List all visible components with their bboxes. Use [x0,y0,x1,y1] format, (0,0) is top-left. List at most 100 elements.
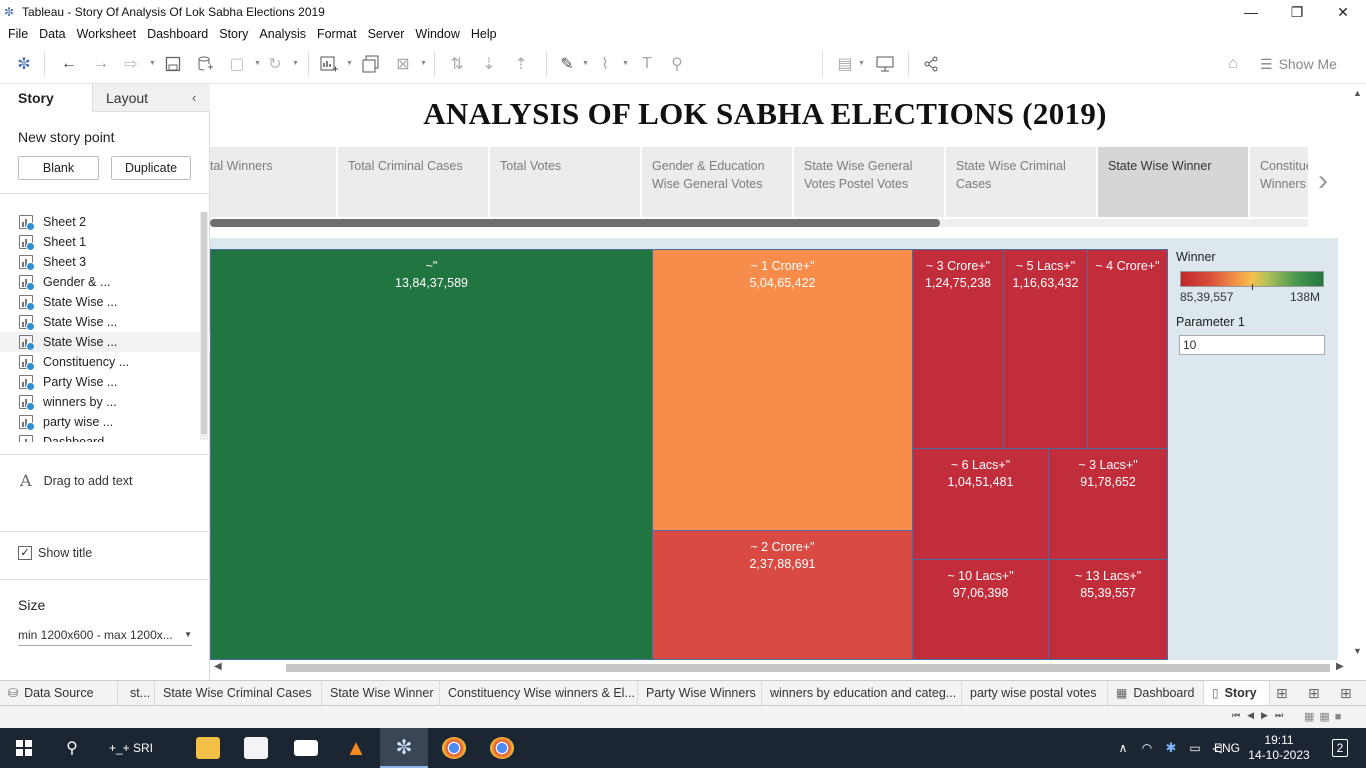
tableau-logo-icon[interactable]: ✼ [17,56,31,73]
mail-icon[interactable] [282,728,330,768]
sheet-list-item[interactable]: party wise ... [0,412,210,432]
size-dropdown[interactable]: min 1200x600 - max 1200x... ▼ [18,628,192,646]
share-icon[interactable] [920,54,942,74]
tableau-taskbar-icon[interactable]: ✼ [380,728,428,768]
main-horizontal-scrollbar[interactable]: ◀ ▶ [210,660,1350,676]
story-point-gender-education[interactable]: Gender & Education Wise General Votes [642,147,792,217]
menu-analysis[interactable]: Analysis [259,27,306,41]
save-icon[interactable] [162,54,184,74]
view-mode-icons[interactable]: ▦▦■ [1304,711,1347,723]
bluetooth-icon[interactable]: ✱ [1165,740,1177,755]
chrome-profile-icon[interactable] [478,728,526,768]
story-point-constituency-winners[interactable]: Constituency Winners [1250,147,1308,217]
story-point-total-winners[interactable]: tal Winners [210,147,336,217]
fix-axes-icon[interactable]: ⚲ [671,56,683,73]
network-icon[interactable]: ◠ [1141,741,1153,755]
story-nav-scrollbar[interactable] [210,219,1308,227]
show-cards-icon[interactable]: ▤ [837,56,853,73]
tab-truncated[interactable]: st... [122,681,155,705]
sheet-list-item[interactable]: State Wise ... [0,312,210,332]
file-explorer-icon[interactable] [184,728,232,768]
tab-constituency-wise-winners[interactable]: Constituency Wise winners & El... [440,681,638,705]
treemap-tile[interactable]: ~ 10 Lacs+" 97,06,398 [912,559,1049,660]
tab-state-wise-criminal-cases[interactable]: State Wise Criminal Cases [155,681,322,705]
drag-to-add-text[interactable]: A Drag to add text [20,471,133,490]
group-members-icon[interactable]: ⌇ [601,56,609,73]
story-point-total-criminal-cases[interactable]: Total Criminal Cases [338,147,488,217]
treemap-tile[interactable]: ~" 13,84,37,589 [210,249,653,660]
sheet-list-item[interactable]: State Wise ... [0,332,210,352]
main-vertical-scrollbar[interactable]: ▲ ▼ [1350,84,1366,660]
tab-story[interactable]: ▯ Story [1204,681,1270,705]
minimize-button[interactable]: — [1244,4,1258,20]
duplicate-button[interactable]: Duplicate [111,156,191,180]
sheet-list-item[interactable]: Gender & ... [0,272,210,292]
tab-data-source[interactable]: ⛁ Data Source [0,681,118,705]
tab-winners-by-education[interactable]: winners by education and categ... [762,681,962,705]
menu-window[interactable]: Window [415,27,460,41]
treemap-tile[interactable]: ~ 5 Lacs+" 1,16,63,432 [1003,249,1088,449]
notifications-icon[interactable]: 2 [1320,728,1360,768]
menu-worksheet[interactable]: Worksheet [76,27,137,41]
tab-layout[interactable]: Layout [92,84,210,112]
format-painter-icon[interactable]: ⌂ [1228,55,1238,72]
menu-help[interactable]: Help [470,27,497,41]
tab-story[interactable]: Story [0,84,92,112]
refresh-icon[interactable]: ↻ [268,56,282,73]
treemap-tile[interactable]: ~ 2 Crore+" 2,37,88,691 [652,530,913,660]
vlc-icon[interactable]: ▲ [345,735,367,760]
sort-descending-icon[interactable]: ⇡ [514,56,528,73]
highlight-icon[interactable]: ✎ [560,56,574,73]
treemap-tile[interactable]: ~ 3 Lacs+" 91,78,652 [1048,448,1168,560]
labels-icon[interactable]: T [642,55,652,72]
scroll-left-icon[interactable]: ◀ [214,661,222,672]
menu-server[interactable]: Server [367,27,405,41]
collapse-panel-icon[interactable]: ‹ [192,90,197,105]
sheet-list-item[interactable]: Dashboard [0,432,210,442]
new-worksheet-icon[interactable] [318,54,340,74]
pause-updates-icon[interactable]: ▢ [229,56,245,73]
story-point-total-votes[interactable]: Total Votes [490,147,640,217]
next-story-point-icon[interactable]: › [1318,164,1328,197]
language-indicator[interactable]: ENG [1213,741,1240,755]
sheet-nav-buttons[interactable]: ⏮◀▶⏭ [1232,710,1291,720]
show-title-checkbox[interactable]: ✓ Show title [18,546,92,560]
close-button[interactable]: ✕ [1337,3,1349,20]
scroll-up-icon[interactable]: ▲ [1353,88,1362,98]
treemap-tile[interactable]: ~ 1 Crore+" 5,04,65,422 [652,249,913,531]
tab-party-wise-postal-votes[interactable]: party wise postal votes [962,681,1108,705]
replay-icon[interactable]: ⇨ [124,56,138,73]
redo-icon[interactable]: → [93,55,109,72]
new-worksheet-tab-icon[interactable]: ⊞ [1276,685,1288,701]
sheet-list-item[interactable]: Sheet 3 [0,252,210,272]
restore-button[interactable]: ❐ [1290,3,1304,20]
checkbox-icon[interactable]: ✓ [18,546,32,560]
story-point-state-criminal-cases[interactable]: State Wise Criminal Cases [946,147,1096,217]
treemap-tile[interactable]: ~ 3 Crore+" 1,24,75,238 [912,249,1004,449]
new-dashboard-tab-icon[interactable]: ⊞ [1308,685,1320,701]
treemap-tile[interactable]: ~ 6 Lacs+" 1,04,51,481 [912,448,1049,560]
clock[interactable]: 19:11 14-10-2023 [1246,728,1312,768]
sheet-list-item[interactable]: winners by ... [0,392,210,412]
undo-icon[interactable]: ← [61,55,77,72]
new-story-tab-icon[interactable]: ⊞ [1340,685,1352,701]
windows-start-icon[interactable] [0,728,48,768]
app-icon[interactable] [232,728,280,768]
scroll-right-icon[interactable]: ▶ [1336,661,1344,672]
tab-party-wise-winners[interactable]: Party Wise Winners [638,681,762,705]
sort-ascending-icon[interactable]: ⇣ [482,56,496,73]
blank-button[interactable]: Blank [18,156,99,180]
sheet-list-item[interactable]: Sheet 1 [0,232,210,252]
sheet-list-item[interactable]: State Wise ... [0,292,210,312]
taskbar-search-text[interactable]: +_+ SRI [108,741,154,755]
volume-icon[interactable]: ◁ [1212,741,1222,755]
duplicate-sheet-icon[interactable] [360,54,382,74]
swap-rows-columns-icon[interactable]: ⇅ [450,56,464,73]
presentation-mode-icon[interactable] [874,54,896,74]
sheet-list-item[interactable]: Party Wise ... [0,372,210,392]
clear-sheet-icon[interactable]: ⊠ [396,56,410,73]
menu-dashboard[interactable]: Dashboard [147,27,209,41]
chrome-icon[interactable] [430,728,478,768]
tab-dashboard[interactable]: ▦ Dashboard [1108,681,1204,705]
show-me-button[interactable]: ☰ Show Me [1260,54,1356,74]
